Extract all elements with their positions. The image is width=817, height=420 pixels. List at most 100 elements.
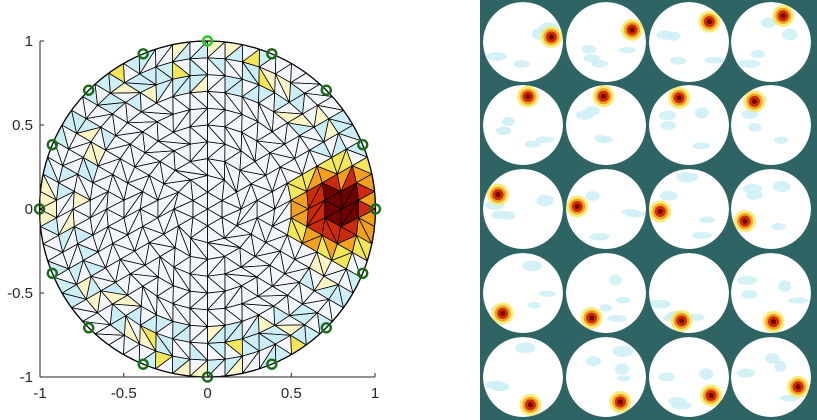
mesh-cell [73,191,91,209]
mesh-cell [324,191,342,209]
x-tick-label: -0.5 [111,385,137,402]
mesh-cell [289,82,305,103]
mesh-cell [91,276,116,291]
mesh-cell [290,324,307,345]
mesh-cell [134,242,150,266]
hotspot-peak [780,13,786,19]
hotspot-peak [600,93,606,99]
artifact-blob [515,342,536,354]
mesh-cell [98,158,121,175]
mesh-cell [192,200,208,218]
mesh-cell [173,247,191,268]
mesh-cell [159,150,176,171]
mesh-cell [346,268,361,293]
reconstruction-thumbnail [649,85,729,165]
mesh-cell [91,141,106,167]
reconstruction-thumbnail [566,253,646,333]
reconstruction-thumbnail [566,169,646,249]
artifact-blob [607,314,628,323]
mesh-edge [221,200,242,218]
mesh-cell [163,170,191,184]
mesh-cell [207,192,223,209]
mesh-cell [207,273,225,292]
mesh-cell [142,175,158,201]
mesh-cell [316,157,338,175]
mesh-cell [112,243,135,260]
mesh-cell [74,226,93,244]
mesh-cell [172,92,190,110]
mesh-cell [145,242,160,266]
mesh-cell [341,182,359,209]
mesh-cell [97,304,113,325]
mesh-cell [140,314,157,334]
mesh-cell [157,114,174,133]
mesh-cell [110,315,126,336]
hotspot-peak [795,384,801,390]
artifact-blob [782,28,798,41]
electrode [357,267,369,279]
mesh-cell [225,75,243,93]
mesh-cell [352,157,372,175]
mesh-cell [207,242,225,260]
mesh-cell [130,273,159,287]
mesh-cell [323,133,339,158]
artifact-blob [621,209,640,216]
mesh-cell [224,273,257,286]
mesh-cell [287,234,303,260]
artifact-blob [612,345,634,357]
mesh-cell [287,174,307,192]
x-tick-label: 0 [203,385,211,402]
mesh-cell [120,251,146,266]
mesh-cell [190,126,208,145]
mesh-cell [140,209,158,227]
artifact-blob [618,46,636,54]
artifact-blob [489,382,509,391]
artifact-blob [656,30,675,40]
mesh-cell [291,191,309,209]
mesh-cell [76,118,101,134]
mesh-cell [309,141,332,158]
mesh-cell [175,225,191,257]
reconstruction-thumbnail [649,2,729,82]
mesh-cell [356,182,375,201]
mesh-cell [309,150,332,167]
mesh-cell [338,125,361,141]
thumbnail-disc [731,2,811,82]
artifact-blob [676,171,699,183]
mesh-cell [258,314,275,334]
mesh-cell [120,259,146,274]
electrode [137,48,149,60]
mesh-cell [306,166,323,192]
artifact-blob [764,353,780,364]
mesh-cell [83,157,99,183]
mesh-cell [241,276,258,297]
electrode [320,322,332,334]
mesh-cell [140,92,157,112]
y-tick-label: -1 [20,369,33,386]
mesh-cell [108,73,125,94]
mesh-cell [110,304,126,325]
mesh-cell [77,235,99,252]
mesh-cell [273,111,303,123]
y-tick-label: -0.5 [7,285,33,302]
artifact-blob [581,45,597,54]
mesh-cell [284,267,310,283]
mesh-cell [173,150,191,171]
mesh-cell [58,165,78,183]
mesh-cell [322,182,341,201]
mesh-cell [273,306,290,326]
artifact-blob [699,216,716,223]
mesh-cell [112,158,128,184]
mesh-cell [149,242,176,257]
mesh-cell [123,63,140,83]
mesh-cell [112,295,142,307]
mesh-cell [92,174,113,192]
mesh-cell [242,44,260,62]
mesh-cell [239,150,256,171]
mesh-cell [76,276,92,300]
artifact-blob [660,121,677,130]
mesh-cell [100,282,128,296]
mesh-cell [323,268,347,285]
mesh-cell [134,226,150,251]
mesh-cell [123,335,140,355]
